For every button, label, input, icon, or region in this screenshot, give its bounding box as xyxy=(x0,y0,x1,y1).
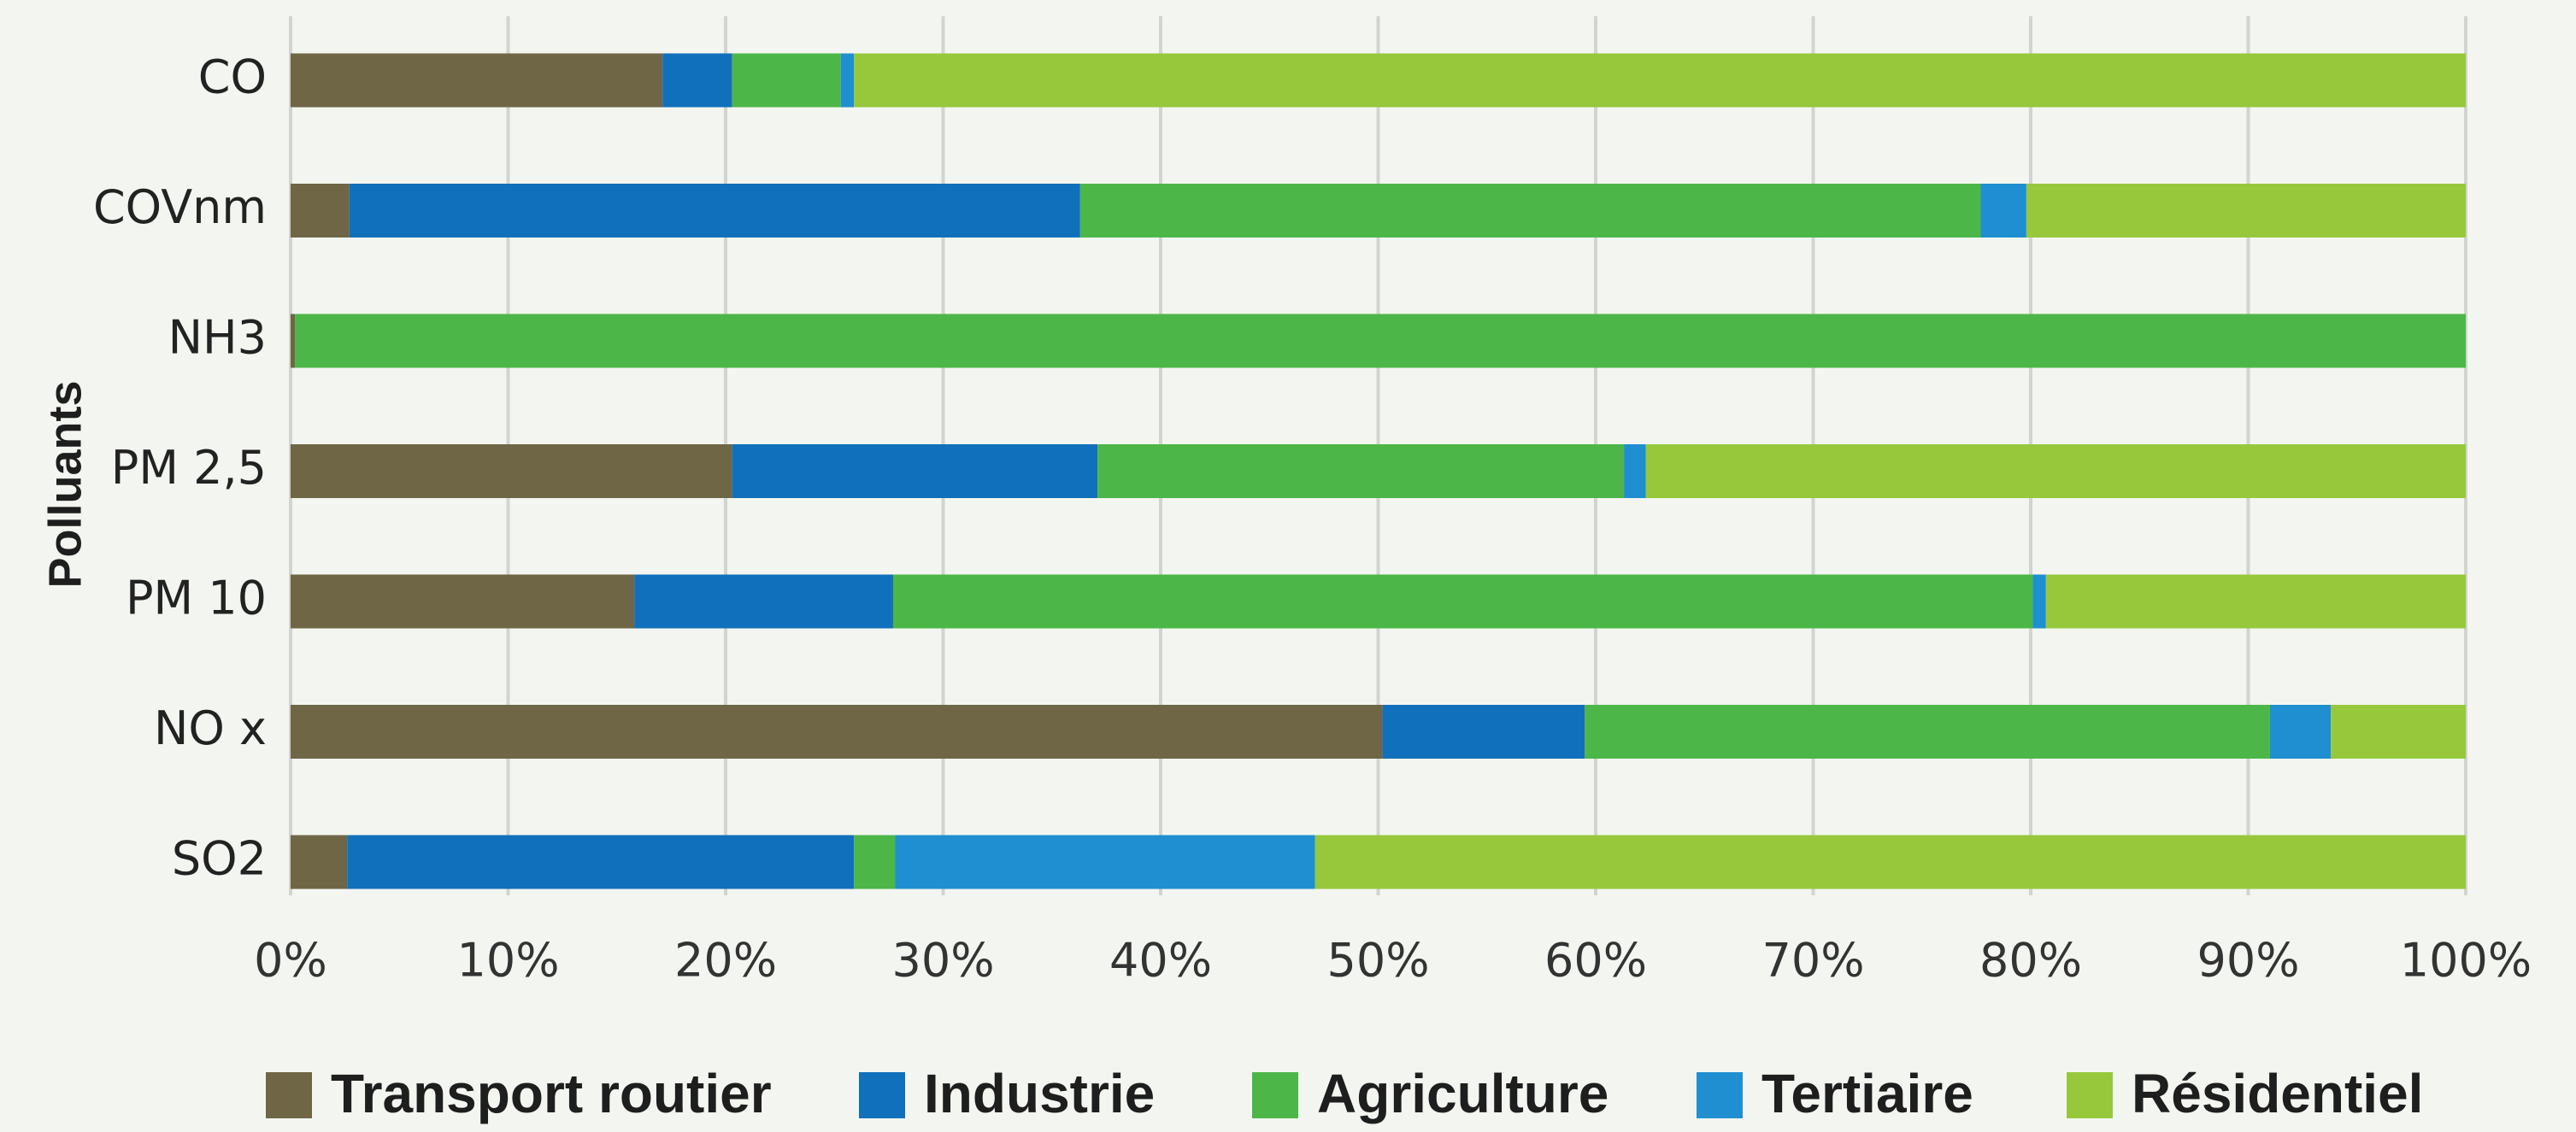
x-tick-label: 50% xyxy=(1326,934,1429,988)
bar-segment xyxy=(1646,444,2466,498)
bar-segment xyxy=(2026,184,2466,238)
bar-segment xyxy=(1080,184,1981,238)
bar-segment xyxy=(347,836,854,889)
x-tick-label: 80% xyxy=(1979,934,2082,988)
bar-segment xyxy=(2033,575,2046,629)
bar-segment xyxy=(854,836,895,889)
bar-segment xyxy=(291,575,634,629)
bar-segment xyxy=(1980,184,2026,238)
bar-segment xyxy=(2046,575,2466,629)
x-tick-label: 10% xyxy=(456,934,559,988)
y-tick-label: CO xyxy=(198,50,267,104)
x-tick-label: 60% xyxy=(1544,934,1647,988)
page: {"chart_data": { "type": "stacked-barh",… xyxy=(0,0,2576,1132)
bar-segment xyxy=(896,836,1315,889)
bar-segment xyxy=(291,705,1383,759)
chart: Polluants 0% 10% 20% 30% 40% 50% 60% 70% 80% 90% 1… xyxy=(0,0,2576,1132)
bar-segment xyxy=(291,836,347,889)
x-tick-label: 100% xyxy=(2400,934,2532,988)
legend-label: Agriculture xyxy=(1317,1063,1609,1124)
x-tick-label: 20% xyxy=(674,934,777,988)
x-tick-label: 40% xyxy=(1109,934,1212,988)
bar-segment xyxy=(295,314,2466,368)
bar-segment xyxy=(1383,705,1585,759)
bar-segment xyxy=(732,54,841,108)
bar-segment xyxy=(732,444,1098,498)
bar-segment xyxy=(350,184,1080,238)
legend-swatch xyxy=(1252,1072,1298,1118)
bar-segment xyxy=(634,575,893,629)
legend-label: Industrie xyxy=(924,1063,1155,1124)
legend-swatch xyxy=(859,1072,905,1118)
bar-segment xyxy=(893,575,2033,629)
bar-segment xyxy=(1585,705,2270,759)
x-tick-label: 0% xyxy=(254,934,327,988)
legend-label: Résidentiel xyxy=(2132,1063,2423,1124)
legend-swatch xyxy=(1697,1072,1743,1118)
y-tick-label: COVnm xyxy=(93,180,267,234)
legend-label: Tertiaire xyxy=(1761,1063,1973,1124)
bar-segment xyxy=(841,54,854,108)
bar-segment xyxy=(1624,444,1645,498)
y-axis-title: Polluants xyxy=(39,380,91,588)
legend-label: Transport routier xyxy=(331,1063,772,1124)
bar-segment xyxy=(2331,705,2466,759)
bar-segment xyxy=(291,184,350,238)
bar-segment xyxy=(1315,836,2466,889)
bar-segment xyxy=(2270,705,2331,759)
x-tick-label: 90% xyxy=(2197,934,2299,988)
y-tick-label: PM 10 xyxy=(126,572,267,625)
y-tick-label: NO x xyxy=(154,701,267,755)
legend-swatch xyxy=(2067,1072,2113,1118)
bar-segment xyxy=(662,54,732,108)
x-tick-label: 70% xyxy=(1761,934,1864,988)
legend-swatch xyxy=(266,1072,312,1118)
y-tick-label: NH3 xyxy=(168,311,267,365)
x-tick-label: 30% xyxy=(891,934,994,988)
bar-segment xyxy=(291,444,732,498)
bar-segment xyxy=(1097,444,1624,498)
y-tick-label: PM 2,5 xyxy=(111,441,267,495)
bar-segment xyxy=(291,314,295,368)
y-tick-label: SO2 xyxy=(172,832,267,886)
bar-segment xyxy=(854,54,2466,108)
bar-segment xyxy=(291,54,662,108)
